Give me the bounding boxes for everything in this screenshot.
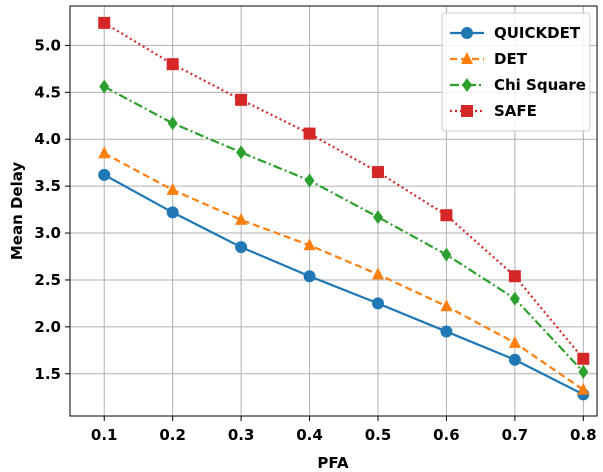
data-point bbox=[303, 127, 316, 140]
y-tick-label: 3.0 bbox=[34, 224, 61, 242]
data-point bbox=[440, 325, 453, 338]
y-tick-label: 4.5 bbox=[34, 83, 61, 101]
series-line-quickdet bbox=[103, 173, 584, 396]
plot-area bbox=[69, 5, 598, 417]
data-point bbox=[235, 212, 248, 225]
data-point bbox=[440, 209, 453, 222]
data-point bbox=[98, 168, 111, 181]
data-point bbox=[303, 270, 316, 283]
data-point bbox=[371, 267, 384, 280]
data-point bbox=[235, 93, 248, 106]
data-point bbox=[98, 16, 111, 29]
data-point bbox=[508, 335, 521, 348]
series-quickdet bbox=[98, 168, 590, 401]
x-axis-label: PFA bbox=[317, 454, 349, 472]
y-tick-label: 2.0 bbox=[34, 318, 61, 336]
x-tick-label: 0.5 bbox=[365, 426, 392, 444]
x-tick-label: 0.1 bbox=[91, 426, 118, 444]
data-point bbox=[371, 166, 384, 179]
legend-label-quickdet: QUICKDET bbox=[494, 24, 581, 42]
series-layer bbox=[98, 16, 590, 401]
y-axis-label: Mean Delay bbox=[8, 162, 26, 261]
data-point bbox=[303, 238, 316, 251]
legend: QUICKDET DET Chi Square SAFE bbox=[441, 12, 591, 132]
data-point bbox=[440, 299, 453, 312]
data-point bbox=[235, 241, 248, 254]
y-tick-label: 3.5 bbox=[34, 177, 61, 195]
data-point bbox=[441, 247, 452, 262]
data-point bbox=[578, 364, 589, 379]
x-tick-label: 0.3 bbox=[228, 426, 255, 444]
x-tick-label: 0.6 bbox=[433, 426, 460, 444]
legend-marker-safe bbox=[461, 105, 473, 117]
legend-label-chi-square: Chi Square bbox=[494, 76, 586, 94]
legend-label-det: DET bbox=[494, 50, 528, 68]
data-point bbox=[236, 145, 247, 160]
data-point bbox=[509, 291, 520, 306]
y-tick-label: 5.0 bbox=[34, 36, 61, 54]
data-point bbox=[166, 206, 179, 219]
y-tick-label: 4.0 bbox=[34, 130, 61, 148]
data-point bbox=[98, 146, 111, 159]
data-point bbox=[508, 270, 521, 283]
x-tick-label: 0.4 bbox=[296, 426, 323, 444]
legend-marker-quickdet bbox=[461, 27, 473, 39]
data-point bbox=[167, 116, 178, 131]
series-safe bbox=[98, 16, 590, 365]
data-point bbox=[166, 182, 179, 195]
data-point bbox=[577, 382, 590, 395]
data-point bbox=[577, 352, 590, 365]
y-axis: 1.5 2.0 2.5 3.0 3.5 4.0 4.5 5.0 bbox=[34, 36, 70, 383]
series-line-det bbox=[103, 152, 584, 391]
data-point bbox=[371, 297, 384, 310]
data-point bbox=[372, 210, 383, 225]
x-tick-label: 0.7 bbox=[502, 426, 529, 444]
x-tick-label: 0.2 bbox=[159, 426, 186, 444]
series-det bbox=[98, 146, 590, 395]
legend-marker-det bbox=[461, 52, 473, 64]
data-point bbox=[166, 58, 179, 71]
data-point bbox=[99, 79, 110, 94]
series-line-chi-square bbox=[103, 85, 585, 373]
data-point bbox=[304, 173, 315, 188]
y-tick-label: 2.5 bbox=[34, 271, 61, 289]
y-tick-label: 1.5 bbox=[34, 365, 61, 383]
x-axis: 0.1 0.2 0.3 0.4 0.5 0.6 0.7 0.8 bbox=[91, 416, 597, 444]
legend-box bbox=[441, 12, 591, 132]
legend-label-safe: SAFE bbox=[494, 102, 537, 120]
x-tick-label: 0.8 bbox=[570, 426, 597, 444]
series-chi-square bbox=[99, 79, 589, 379]
legend-marker-chi-square bbox=[462, 78, 472, 92]
data-point bbox=[508, 353, 521, 366]
